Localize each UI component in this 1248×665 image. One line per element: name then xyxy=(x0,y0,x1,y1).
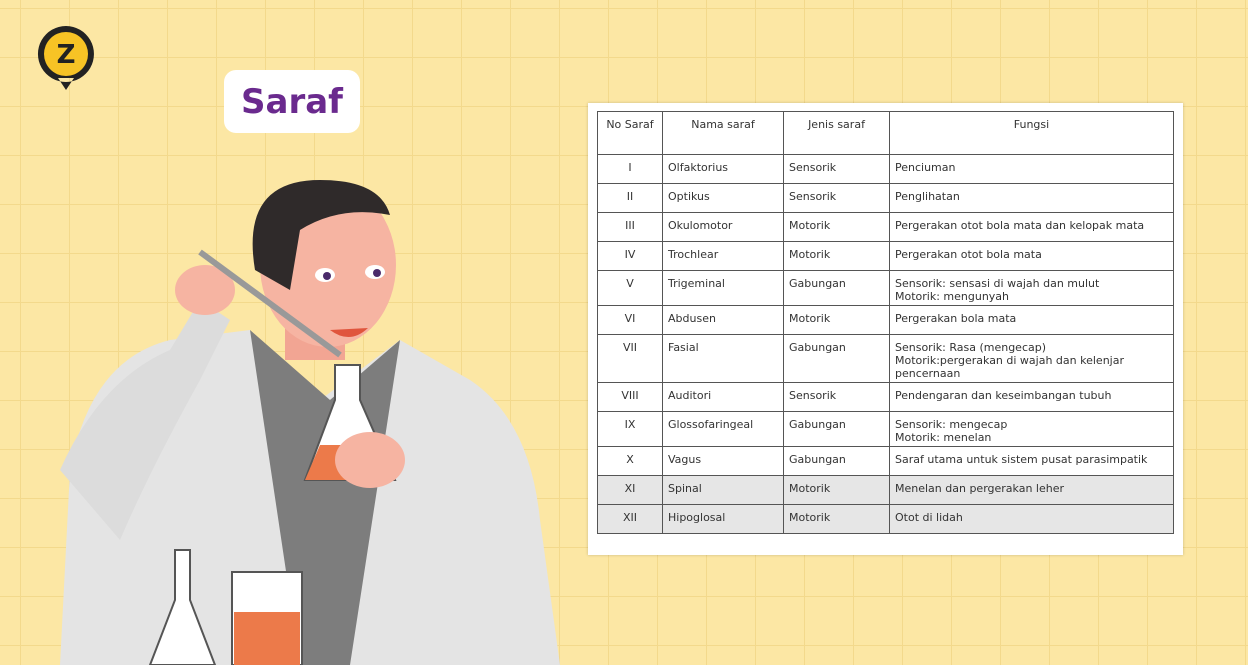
hand xyxy=(175,265,235,315)
table-row: V Trigeminal Gabungan Sensorik: sensasi di … xyxy=(597,270,1174,306)
nerve-table: No Saraf Nama saraf Jenis saraf Fungsi I Olf… xyxy=(597,111,1174,534)
table-cell: I xyxy=(597,154,663,184)
logo-text: Z xyxy=(57,40,76,70)
table-body: I Olfaktorius Sensorik Penciuman II Optikus Se… xyxy=(597,154,1174,534)
table-sheet: No Saraf Nama saraf Jenis saraf Fungsi I Olf… xyxy=(588,103,1183,555)
table-cell: VIII xyxy=(597,382,663,412)
table-cell: XI xyxy=(597,475,663,505)
header-row: No Saraf Nama saraf Jenis saraf Fungsi xyxy=(597,111,1174,155)
table-row: VI Abdusen Motorik Pergerakan bola mata xyxy=(597,305,1174,335)
table-cell: Sensorik xyxy=(783,154,890,184)
table-cell: Penglihatan xyxy=(889,183,1174,213)
table-row: XII Hipoglosal Motorik Otot di lidah xyxy=(597,504,1174,534)
table-cell: X xyxy=(597,446,663,476)
table-cell: III xyxy=(597,212,663,242)
table-cell: VI xyxy=(597,305,663,335)
flask xyxy=(148,549,217,665)
table-cell: Trigeminal xyxy=(662,270,784,306)
table-row: VII Fasial Gabungan Sensorik: Rasa (mengeca… xyxy=(597,334,1174,383)
liquid xyxy=(234,612,300,665)
table-cell: Trochlear xyxy=(662,241,784,271)
table-cell: V xyxy=(597,270,663,306)
table-row: II Optikus Sensorik Penglihatan xyxy=(597,183,1174,213)
table-cell: II xyxy=(597,183,663,213)
table-cell: Gabungan xyxy=(783,446,890,476)
table-cell: Motorik xyxy=(783,504,890,534)
table-cell: Optikus xyxy=(662,183,784,213)
hair xyxy=(252,180,390,290)
title: Saraf xyxy=(241,81,343,122)
header-cell: No Saraf xyxy=(597,111,663,155)
table-cell: Spinal xyxy=(662,475,784,505)
table-cell: Sensorik: mengecap Motorik: menelan xyxy=(889,411,1174,447)
table-cell: Pendengaran dan keseimbangan tubuh xyxy=(889,382,1174,412)
table-cell: Motorik xyxy=(783,475,890,505)
table-cell: Penciuman xyxy=(889,154,1174,184)
table-cell: Motorik xyxy=(783,241,890,271)
table-cell: Gabungan xyxy=(783,270,890,306)
table-row: VIII Auditori Sensorik Pendengaran dan kese… xyxy=(597,382,1174,412)
table-cell: Gabungan xyxy=(783,411,890,447)
table-row: IV Trochlear Motorik Pergerakan otot bola m… xyxy=(597,241,1174,271)
table-cell: Pergerakan bola mata xyxy=(889,305,1174,335)
table-row: IX Glossofaringeal Gabungan Sensorik: menge… xyxy=(597,411,1174,447)
table-row: XI Spinal Motorik Menelan dan pergerakan le… xyxy=(597,475,1174,505)
table-cell: Otot di lidah xyxy=(889,504,1174,534)
table-cell: Okulomotor xyxy=(662,212,784,242)
table-cell: Olfaktorius xyxy=(662,154,784,184)
table-cell: Saraf utama untuk sistem pusat parasimpa… xyxy=(889,446,1174,476)
table-cell: VII xyxy=(597,334,663,383)
table-row: X Vagus Gabungan Saraf utama untuk sistem p… xyxy=(597,446,1174,476)
logo-ring xyxy=(44,32,88,76)
mouth xyxy=(330,328,368,338)
table-cell: Vagus xyxy=(662,446,784,476)
table-row: I Olfaktorius Sensorik Penciuman xyxy=(597,154,1174,184)
table-cell: Auditori xyxy=(662,382,784,412)
arm xyxy=(60,300,230,540)
header-cell: Jenis saraf xyxy=(783,111,890,155)
pipette xyxy=(198,249,342,358)
table-cell: Pergerakan otot bola mata xyxy=(889,241,1174,271)
title-box: Saraf xyxy=(224,70,360,133)
table-cell: Sensorik xyxy=(783,382,890,412)
header-cell: Fungsi xyxy=(889,111,1174,155)
table-cell: Fasial xyxy=(662,334,784,383)
pupil xyxy=(373,269,381,277)
hand xyxy=(335,432,405,488)
table-cell: XII xyxy=(597,504,663,534)
header-cell: Nama saraf xyxy=(662,111,784,155)
table-cell: Glossofaringeal xyxy=(662,411,784,447)
table-cell: Hipoglosal xyxy=(662,504,784,534)
table-cell: Sensorik: sensasi di wajah dan mulut Mot… xyxy=(889,270,1174,306)
table-cell: Abdusen xyxy=(662,305,784,335)
table-cell: IX xyxy=(597,411,663,447)
table-cell: Motorik xyxy=(783,305,890,335)
table-cell: Menelan dan pergerakan leher xyxy=(889,475,1174,505)
pupil xyxy=(323,272,331,280)
table-cell: Sensorik: Rasa (mengecap) Motorik:perger… xyxy=(889,334,1174,383)
table-cell: Motorik xyxy=(783,212,890,242)
table-cell: Pergerakan otot bola mata dan kelopak ma… xyxy=(889,212,1174,242)
table-cell: Sensorik xyxy=(783,183,890,213)
logo: Z xyxy=(37,26,94,90)
table-cell: IV xyxy=(597,241,663,271)
table-row: III Okulomotor Motorik Pergerakan otot bola… xyxy=(597,212,1174,242)
table-cell: Gabungan xyxy=(783,334,890,383)
